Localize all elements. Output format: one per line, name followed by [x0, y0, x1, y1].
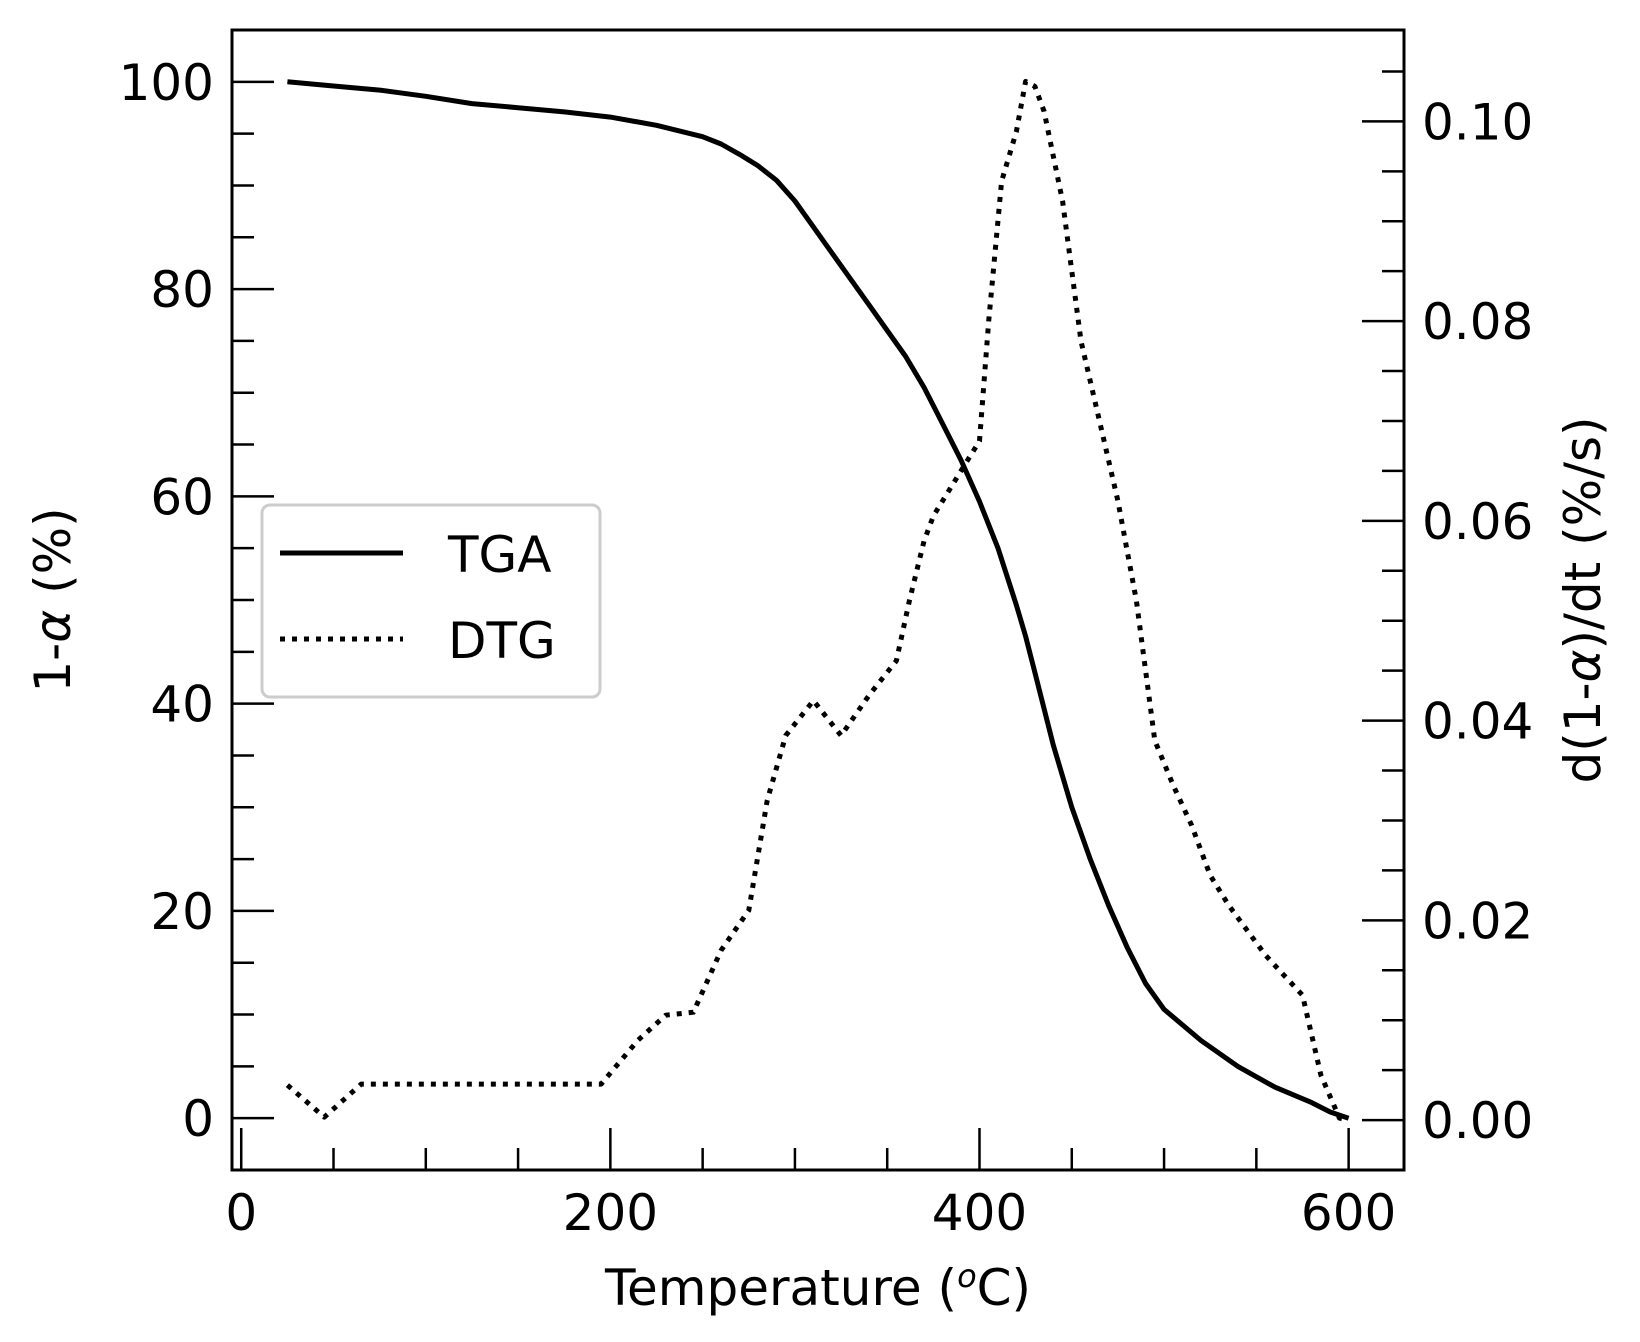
- legend-label-tga: TGA: [447, 526, 552, 584]
- x-tick-label: 0: [225, 1184, 257, 1242]
- y-left-tick-label: 0: [182, 1090, 214, 1148]
- y-right-ticks: 0.00 0.02 0.04 0.06 0.08 0.10: [1362, 70, 1533, 1150]
- legend-label-dtg: DTG: [448, 612, 556, 670]
- x-tick-label: 200: [563, 1184, 658, 1242]
- y-right-tick-label: 0.04: [1422, 693, 1533, 751]
- y-left-tick-label: 20: [150, 883, 214, 941]
- legend: TGA DTG: [260, 503, 602, 699]
- x-ticks: 0 200 400 600: [225, 1128, 1396, 1242]
- y-left-tick-label: 60: [150, 468, 214, 526]
- x-tick-label: 600: [1301, 1184, 1396, 1242]
- y-right-axis-label: d(1-α)/dt (%/s): [1554, 416, 1612, 783]
- y-left-tick-label: 40: [150, 676, 214, 734]
- y-right-tick-label: 0.10: [1422, 93, 1533, 151]
- series-line-tga: [287, 79, 1350, 1121]
- plot-area: [285, 78, 1350, 1123]
- y-left-ticks: 0 20 40 60 80 100: [119, 54, 274, 1148]
- y-right-tick-label: 0.00: [1422, 1092, 1533, 1150]
- y-right-tick-label: 0.06: [1422, 493, 1533, 551]
- y-left-axis-label: 1-α (%): [24, 507, 82, 692]
- series-line-dtg: [285, 78, 1350, 1123]
- y-right-tick-label: 0.02: [1422, 892, 1533, 950]
- y-left-tick-label: 100: [119, 54, 214, 112]
- x-tick-label: 400: [932, 1184, 1027, 1242]
- x-axis-label: Temperature (oC): [604, 1257, 1031, 1317]
- y-left-tick-label: 80: [150, 261, 214, 319]
- y-right-tick-label: 0.08: [1422, 293, 1533, 351]
